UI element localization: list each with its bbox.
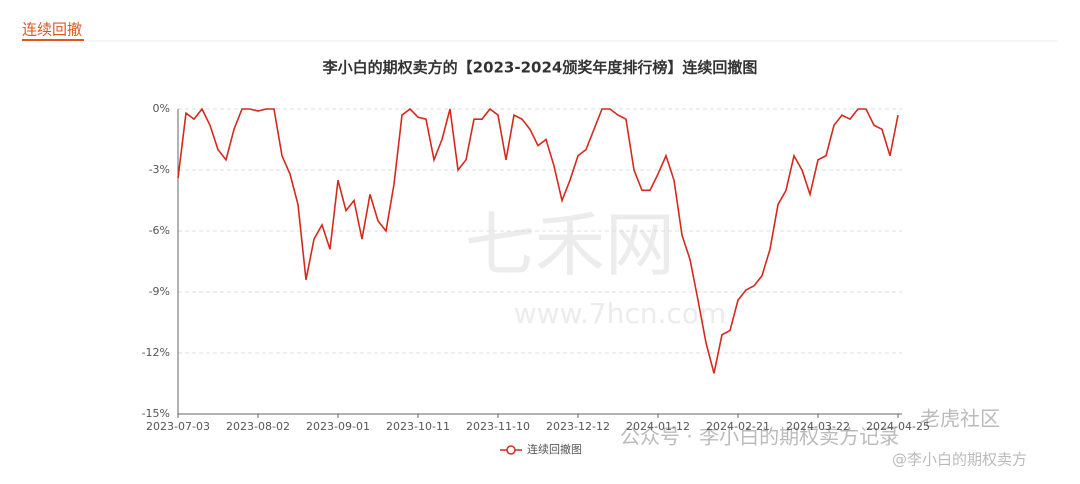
watermark: www.7hcn.com: [514, 297, 726, 330]
y-tick-label: -12%: [142, 346, 170, 359]
y-tick-label: 0%: [153, 102, 170, 115]
chart-title: 李小白的期权卖方的【2023-2024颁奖年度排行榜】连续回撤图: [322, 59, 758, 77]
watermark: @李小白的期权卖方: [892, 451, 1027, 469]
legend-marker: [506, 445, 516, 455]
x-tick-label: 2024-01-12: [626, 420, 690, 433]
y-tick-label: -15%: [142, 407, 170, 420]
y-tick-label: -3%: [149, 163, 170, 176]
x-tick-label: 2023-08-02: [226, 420, 290, 433]
x-tick-label: 2023-10-11: [386, 420, 450, 433]
x-tick-label: 2023-09-01: [306, 420, 370, 433]
x-tick-label: 2023-11-10: [466, 420, 530, 433]
y-tick-label: -6%: [149, 224, 170, 237]
watermark: 老虎社区: [920, 407, 1000, 431]
watermark: 公众号 · 李小白的期权卖方记录: [620, 425, 899, 449]
x-tick-label: 2024-03-22: [786, 420, 850, 433]
legend-label[interactable]: 连续回撤图: [527, 442, 582, 456]
watermark: 七禾网: [465, 204, 675, 286]
x-tick-label: 2023-07-03: [146, 420, 210, 433]
x-tick-label: 2024-02-21: [706, 420, 770, 433]
y-tick-label: -9%: [149, 285, 170, 298]
x-tick-label: 2024-04-25: [866, 420, 930, 433]
tab-title[interactable]: 连续回撤: [22, 21, 82, 39]
data-line: [177, 107, 899, 374]
x-tick-label: 2023-12-12: [546, 420, 610, 433]
